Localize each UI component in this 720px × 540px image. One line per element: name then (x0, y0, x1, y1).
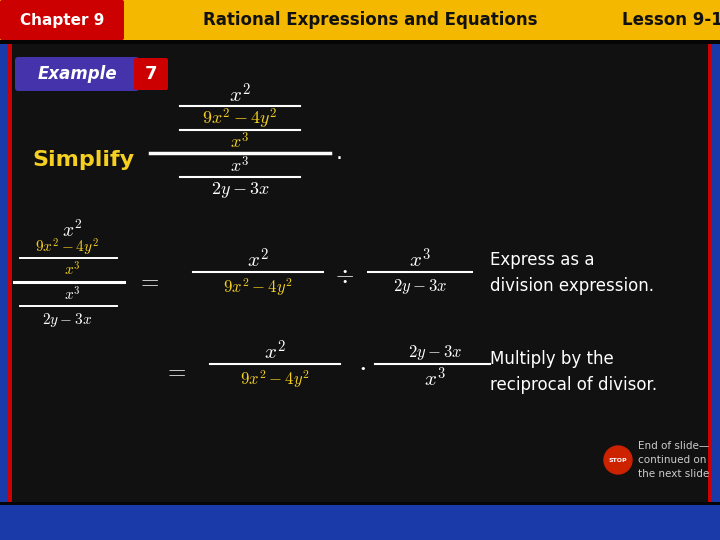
Text: $2y-3x$: $2y-3x$ (42, 311, 92, 329)
Text: $x^3$: $x^3$ (63, 261, 81, 279)
Text: $=$: $=$ (136, 268, 160, 292)
Text: Multiply by the
reciprocal of divisor.: Multiply by the reciprocal of divisor. (490, 350, 657, 394)
Text: $x^2$: $x^2$ (247, 248, 269, 272)
Text: $2y-3x$: $2y-3x$ (211, 180, 269, 200)
Text: Chapter 9: Chapter 9 (20, 12, 104, 28)
Bar (708, 44, 712, 502)
Text: $2y-3x$: $2y-3x$ (408, 342, 462, 361)
Text: $x^3$: $x^3$ (230, 132, 250, 152)
Text: $x^3$: $x^3$ (63, 286, 81, 304)
Text: 7: 7 (145, 65, 157, 83)
Text: $\div$: $\div$ (336, 263, 354, 287)
Text: Simplify: Simplify (32, 150, 134, 170)
Text: $9x^2-4y^2$: $9x^2-4y^2$ (202, 107, 277, 131)
Bar (0, 502, 720, 505)
Bar (0, 505, 720, 540)
Text: Rational Expressions and Equations: Rational Expressions and Equations (203, 11, 537, 29)
Text: $9x^2-4y^2$: $9x^2-4y^2$ (223, 276, 293, 298)
Text: End of slide—
continued on
the next slide: End of slide— continued on the next slid… (638, 441, 709, 479)
Text: STOP: STOP (608, 457, 627, 462)
Text: $2y-3x$: $2y-3x$ (393, 278, 447, 296)
Text: $\cdot$: $\cdot$ (358, 352, 366, 381)
Text: $x^3$: $x^3$ (230, 156, 250, 176)
Text: $9x^2-4y^2$: $9x^2-4y^2$ (240, 368, 310, 390)
Text: $9x^2-4y^2$: $9x^2-4y^2$ (35, 237, 99, 258)
Bar (0, 44, 10, 502)
Text: Express as a
division expression.: Express as a division expression. (490, 251, 654, 295)
Text: Lesson 9-1: Lesson 9-1 (621, 11, 720, 29)
Text: Example: Example (37, 65, 117, 83)
Text: $x^2$: $x^2$ (264, 340, 286, 364)
Bar (710, 44, 720, 502)
Bar (0, 0, 720, 40)
Circle shape (604, 446, 632, 474)
Text: $x^3$: $x^3$ (424, 367, 446, 391)
Text: $x^3$: $x^3$ (409, 248, 431, 272)
Text: $=$: $=$ (163, 358, 186, 382)
FancyBboxPatch shape (15, 57, 139, 91)
Bar (0, 40, 720, 44)
Text: $x^2$: $x^2$ (229, 83, 251, 107)
Text: $x^2$: $x^2$ (62, 219, 82, 241)
FancyBboxPatch shape (134, 58, 168, 90)
Bar (8, 44, 12, 502)
Text: $.$: $.$ (335, 143, 348, 163)
FancyBboxPatch shape (0, 0, 124, 40)
